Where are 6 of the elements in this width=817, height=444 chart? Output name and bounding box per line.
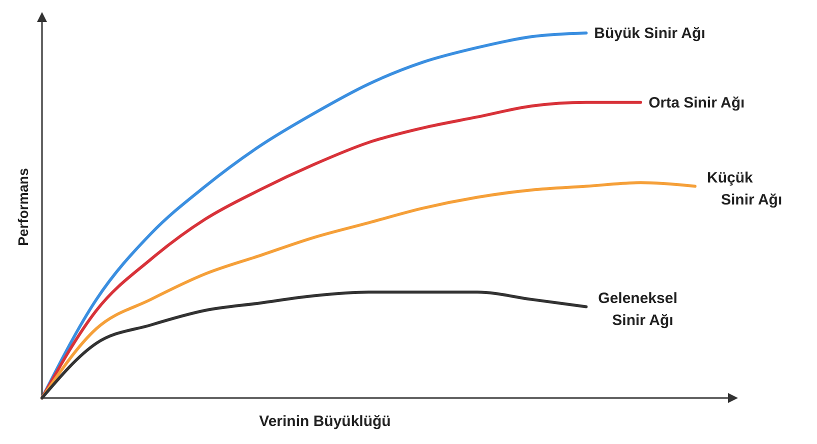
series-label: Küçük Sinir Ağı (707, 169, 782, 208)
x-axis-title: Verinin Büyüklüğü (259, 413, 391, 430)
series-label: Orta Sinir Ağı (648, 94, 745, 112)
series-label: Büyük Sinir Ağı (594, 25, 706, 42)
y-axis-title: Performans (15, 168, 31, 246)
series-label: Geleneksel Sinir Ağı (598, 290, 678, 329)
